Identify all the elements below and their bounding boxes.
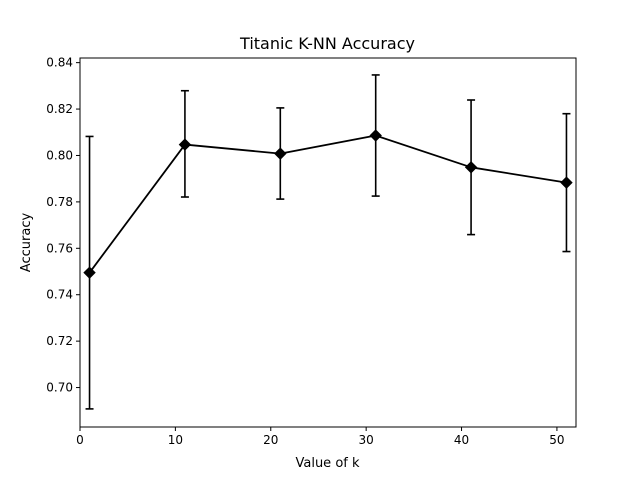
y-tick-label: 0.84 (46, 56, 73, 70)
y-tick-label: 0.74 (46, 288, 73, 302)
plot-frame (79, 57, 577, 428)
series-line (88, 134, 567, 274)
y-axis-label: Accuracy (19, 213, 34, 273)
x-tick-label: 30 (359, 433, 374, 447)
y-tick-label: 0.80 (46, 148, 73, 162)
x-tick-label: 0 (76, 433, 84, 447)
data-markers (83, 129, 573, 279)
y-tick-label: 0.70 (46, 381, 73, 395)
axes: 0 10 20 30 40 50 0.70 0.72 0.74 0.76 0.78 0.80 0.82 0… (46, 56, 577, 447)
y-tick-label: 0.72 (46, 334, 73, 348)
data-point (178, 138, 192, 151)
x-tick-label: 40 (454, 433, 469, 447)
x-axis-label: Value of k (295, 456, 359, 471)
x-tick-label: 10 (168, 433, 183, 447)
chart-title: Titanic K-NN Accuracy (239, 34, 415, 53)
x-tick-label: 20 (263, 433, 278, 447)
data-point (464, 161, 478, 174)
y-tick-label: 0.78 (46, 195, 73, 209)
data-point (83, 266, 96, 279)
data-point (560, 176, 573, 189)
y-tick-label: 0.76 (46, 241, 73, 255)
y-tick-label: 0.82 (46, 102, 73, 116)
data-point (369, 129, 382, 142)
x-tick-label: 50 (549, 433, 564, 447)
series-polyline (88, 134, 567, 274)
data-point (274, 147, 287, 160)
